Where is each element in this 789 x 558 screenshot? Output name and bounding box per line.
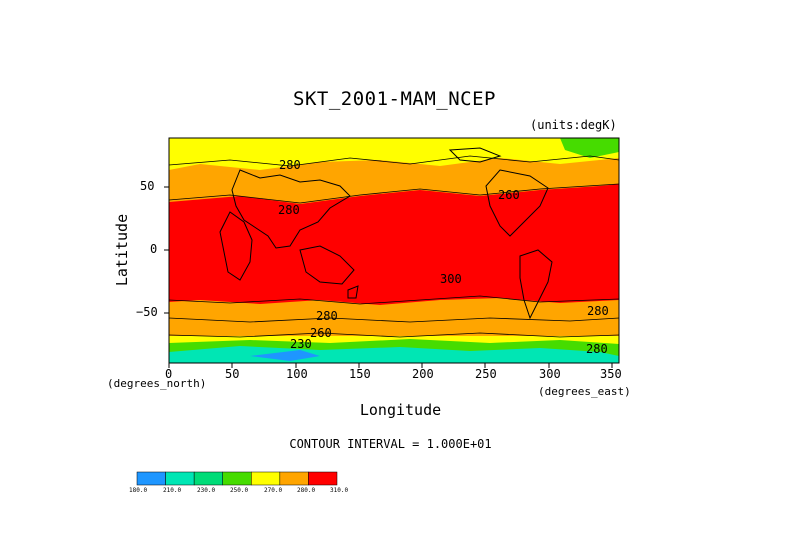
- x-axis-label: Longitude: [359, 401, 442, 419]
- colorbar-label: 250.0: [230, 487, 249, 494]
- x-tick-label: 350: [600, 367, 622, 381]
- y-tick-label: −50: [136, 305, 158, 319]
- x-tick-label: 200: [412, 367, 434, 381]
- x-tick-label: 0: [165, 367, 173, 381]
- contour-label: 260: [498, 188, 520, 202]
- colorbar-swatch: [279, 471, 309, 486]
- colorbar-label: 180.0: [129, 487, 148, 494]
- colorbar-swatch: [222, 471, 252, 486]
- colorbar-label: 310.0: [330, 487, 349, 494]
- temperature-bands: [169, 138, 619, 363]
- units-label: (units:degK): [530, 118, 617, 132]
- contour-label: 280: [586, 342, 608, 356]
- colorbar-swatch: [308, 471, 338, 486]
- colorbar-label: 270.0: [264, 487, 283, 494]
- colorbar: [136, 471, 338, 486]
- x-tick-label: 250: [475, 367, 497, 381]
- contours: [168, 155, 620, 338]
- band-coldest-south: [250, 350, 320, 361]
- band-warm-tropics: [169, 184, 619, 305]
- contour-interval-note: CONTOUR INTERVAL = 1.000E+01: [289, 437, 492, 451]
- contour-label: 280: [279, 158, 301, 172]
- y-tick-label: 0: [150, 242, 158, 256]
- colorbar-label: 280.0: [297, 487, 316, 494]
- axis-ticks: [164, 186, 613, 368]
- x-tick-label: 100: [286, 367, 308, 381]
- y-tick-label: 50: [140, 179, 155, 193]
- colorbar-swatch: [193, 471, 223, 486]
- contour-label: 230: [290, 337, 312, 351]
- contour-label: 280: [587, 304, 609, 318]
- colorbar-swatch: [251, 471, 281, 486]
- band-cold-north: [560, 138, 619, 158]
- colorbar-swatch: [165, 471, 195, 486]
- coastlines: [219, 147, 553, 320]
- contour-label: 300: [440, 272, 462, 286]
- y-axis-label: Latitude: [113, 213, 131, 287]
- x-tick-label: 150: [349, 367, 371, 381]
- x-axis-sub-left: (degrees_north): [107, 377, 207, 390]
- x-axis-sub-right: (degrees_east): [538, 385, 631, 398]
- colorbar-label: 230.0: [197, 487, 216, 494]
- chart-title: SKT_2001-MAM_NCEP: [293, 88, 496, 110]
- contour-label: 280: [278, 203, 300, 217]
- contour-label: 260: [310, 326, 332, 340]
- x-tick-label: 50: [225, 367, 240, 381]
- x-tick-label: 300: [539, 367, 561, 381]
- contour-label: 280: [316, 309, 338, 323]
- band-cool-north: [169, 138, 619, 170]
- colorbar-label: 210.0: [163, 487, 182, 494]
- colorbar-swatch: [136, 471, 166, 486]
